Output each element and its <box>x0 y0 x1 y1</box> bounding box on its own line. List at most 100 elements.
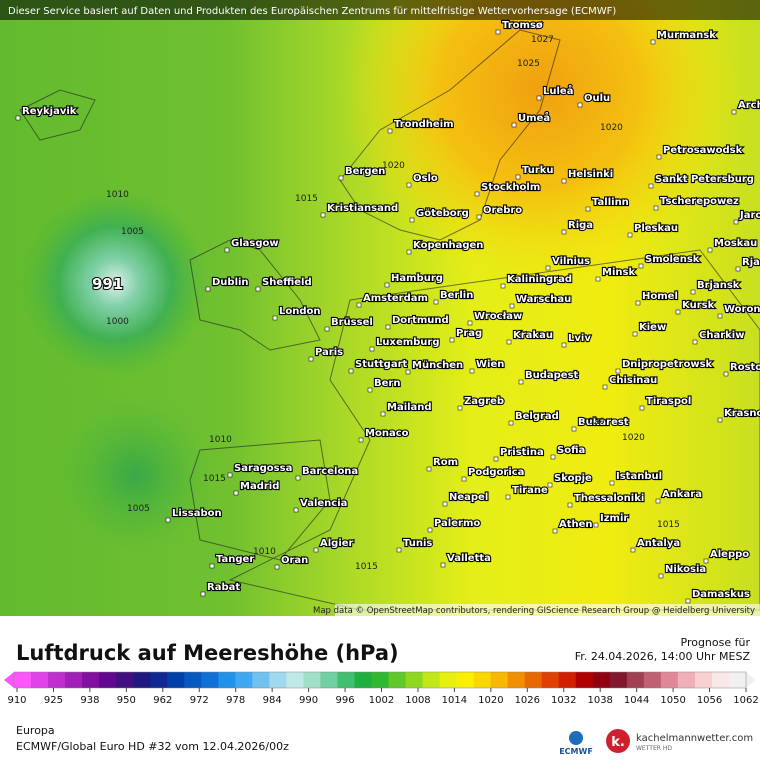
city-dot <box>209 563 215 569</box>
city-dot <box>367 387 373 393</box>
colorbar-segment <box>354 672 372 688</box>
city-label: Göteborg <box>416 208 469 219</box>
city-dot <box>733 219 739 225</box>
city-dot <box>648 183 654 189</box>
city-label: Neapel <box>449 492 488 503</box>
isobar-label: 1010 <box>253 547 276 557</box>
city-dot <box>506 339 512 345</box>
city-label: Algier <box>320 538 354 549</box>
isobar-label: 1025 <box>517 59 540 69</box>
isobar-label: 1000 <box>106 317 129 327</box>
colorbar-segment <box>456 672 475 688</box>
colorbar-tick-label: 1002 <box>369 695 394 706</box>
city-dot <box>469 368 475 374</box>
colorbar-segment <box>320 672 338 688</box>
city-label: Valencia <box>300 498 347 509</box>
city-dot <box>274 564 280 570</box>
isobar-label: 1010 <box>209 435 232 445</box>
city-label: Petrosawodsk <box>663 145 743 156</box>
city-label: Barcelona <box>302 466 358 477</box>
colorbar-tick-label: 972 <box>190 695 209 706</box>
city-label: Luleå <box>543 84 573 97</box>
city-dot <box>635 300 641 306</box>
city-dot <box>293 507 299 513</box>
city-label: Jaros <box>739 210 760 221</box>
city-dot <box>433 299 439 305</box>
colorbar-segment <box>184 672 202 688</box>
city-label: Homel <box>642 291 678 302</box>
city-dot <box>639 405 645 411</box>
city-label: Smolensk <box>645 254 700 265</box>
isobar-label: 1005 <box>127 504 150 514</box>
city-label: Amsterdam <box>363 293 428 304</box>
colorbar-tick-label: 910 <box>7 695 26 706</box>
city-label: Tiraspol <box>646 396 691 407</box>
city-label: Belgrad <box>515 411 559 422</box>
city-label: Bergen <box>345 166 385 177</box>
city-dot <box>595 276 601 282</box>
colorbar-tick-label: 925 <box>44 695 63 706</box>
isobar-label: 1020 <box>582 417 605 427</box>
colorbar-segment <box>201 672 219 688</box>
city-label: Pleskau <box>634 223 678 234</box>
city-label: Charkiw <box>699 330 744 341</box>
low-center: 991 <box>92 275 123 293</box>
city-dot <box>545 265 551 271</box>
city-dot <box>550 454 556 460</box>
city-dot <box>656 154 662 160</box>
city-dot <box>474 191 480 197</box>
city-dot <box>457 405 463 411</box>
colorbar-segment <box>48 672 66 688</box>
city-dot <box>476 214 482 220</box>
colorbar-tick-label: 1026 <box>515 695 540 706</box>
colorbar-segment <box>388 672 407 688</box>
city-label: Monaco <box>365 428 409 439</box>
city-dot <box>426 466 432 472</box>
colorbar: 910 925 938 950 962 972 978 984 990 996 1002 1008 10… <box>4 671 759 706</box>
city-dot <box>387 128 393 134</box>
city-dot <box>313 547 319 553</box>
attribution: Map data © OpenStreetMap contributors, r… <box>313 606 755 616</box>
city-label: Warschau <box>516 294 571 305</box>
city-dot <box>449 337 455 343</box>
legend-title: Luftdruck auf Meereshöhe (hPa) <box>16 641 399 665</box>
city-label: Reykjavik <box>22 106 77 117</box>
colorbar-segment <box>592 672 611 688</box>
city-dot <box>511 122 517 128</box>
colorbar-tick-label: 996 <box>336 695 355 706</box>
city-label: Riga <box>568 220 593 231</box>
city-label: Tunis <box>403 538 432 549</box>
city-label: Antalya <box>637 538 680 549</box>
city-label: Sankt Petersburg <box>655 174 754 185</box>
colorbar-segment <box>150 672 168 688</box>
city-dot <box>571 426 577 432</box>
city-label: Tallinn <box>592 197 629 208</box>
colorbar-segment <box>405 672 424 688</box>
city-dot <box>536 95 542 101</box>
city-label: Oslo <box>413 173 438 184</box>
colorbar-segment <box>575 672 594 688</box>
city-dot <box>627 232 633 238</box>
brand: kachelmannwetter.com <box>636 733 753 744</box>
city-dot <box>427 527 433 533</box>
city-dot <box>547 482 553 488</box>
city-label: Istanbul <box>616 471 662 482</box>
city-dot <box>508 420 514 426</box>
city-dot <box>442 501 448 507</box>
isobar-label: 1020 <box>622 433 645 443</box>
city-dot <box>405 369 411 375</box>
city-dot <box>380 411 386 417</box>
city-label: Oran <box>281 555 308 566</box>
city-dot <box>675 309 681 315</box>
city-label: Luxemburg <box>376 337 440 348</box>
city-dot <box>685 598 691 604</box>
ecmwf-logo: ECMWF <box>559 747 593 756</box>
colorbar-arrow-left <box>4 672 14 688</box>
notice: Dieser Service basiert auf Daten und Pro… <box>8 6 616 17</box>
colorbar-segment <box>643 672 662 688</box>
city-label: Paris <box>315 347 343 358</box>
city-label: Wrocław <box>474 311 522 322</box>
city-dot <box>406 249 412 255</box>
city-dot <box>205 286 211 292</box>
city-label: Murmansk <box>657 30 716 41</box>
